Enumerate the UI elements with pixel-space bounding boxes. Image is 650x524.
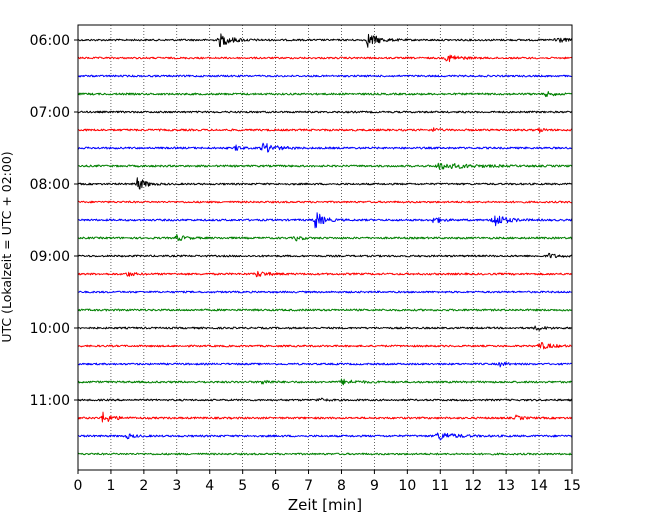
x-tick-label-8: 8: [337, 478, 346, 494]
x-tick-label-2: 2: [139, 478, 148, 494]
x-axis-label: Zeit [min]: [288, 496, 362, 514]
trace-1145: [77, 452, 573, 456]
trace-0830: [77, 212, 573, 229]
gridlines: [110, 25, 540, 470]
trace-0745: [77, 162, 573, 170]
x-tick-label-9: 9: [370, 478, 379, 494]
trace-0645: [77, 91, 573, 98]
trace-1015: [77, 342, 573, 350]
x-tick-label-10: 10: [398, 478, 416, 494]
trace-1130: [77, 432, 573, 441]
x-tick-label-6: 6: [271, 478, 280, 494]
trace-1045: [78, 378, 573, 386]
y-tick-label-0600: 06:00: [30, 33, 70, 49]
x-tick-label-11: 11: [431, 478, 449, 494]
trace-1115: [77, 411, 573, 423]
y-tick-label-0700: 07:00: [30, 105, 70, 121]
y-axis-label: UTC (Lokalzeit = UTC + 02:00): [0, 151, 14, 342]
trace-0930: [77, 290, 573, 294]
x-tick-label-13: 13: [497, 478, 515, 494]
x-tick-label-0: 0: [74, 478, 83, 494]
y-tick-label-1100: 11:00: [30, 393, 70, 409]
trace-0845: [77, 234, 573, 242]
trace-0915: [77, 270, 573, 278]
x-tick-label-15: 15: [563, 478, 581, 494]
trace-1030: [77, 361, 573, 368]
x-tick-label-14: 14: [530, 478, 548, 494]
traces: [77, 33, 573, 456]
x-axis-ticks: 0 1 2 3 4 5 6 7 8 9 10 11 12 13 14 15: [74, 470, 581, 494]
trace-0600: [77, 33, 573, 48]
x-tick-label-5: 5: [238, 478, 247, 494]
plot-background: [78, 25, 572, 470]
y-tick-label-1000: 10:00: [30, 321, 70, 337]
trace-0800: [77, 177, 573, 190]
x-tick-label-7: 7: [304, 478, 313, 494]
y-tick-label-0800: 08:00: [30, 177, 70, 193]
x-tick-label-4: 4: [205, 478, 214, 494]
trace-0815: [77, 200, 573, 204]
plot-frame: [77, 24, 573, 471]
trace-0630: [77, 74, 572, 78]
trace-1100: [77, 397, 573, 402]
trace-0945: [77, 308, 573, 312]
trace-0700: [77, 110, 573, 114]
trace-1000: [77, 325, 573, 331]
x-tick-label-3: 3: [172, 478, 181, 494]
x-tick-label-1: 1: [106, 478, 115, 494]
y-tick-label-0900: 09:00: [30, 249, 70, 265]
trace-0900: [77, 252, 572, 259]
x-tick-label-12: 12: [464, 478, 482, 494]
trace-0615: [77, 54, 573, 63]
trace-0715: [77, 127, 573, 133]
trace-0730: [77, 142, 573, 153]
y-axis-ticks: 06:00 07:00 08:00 09:00 10:00 11:00: [30, 33, 78, 409]
